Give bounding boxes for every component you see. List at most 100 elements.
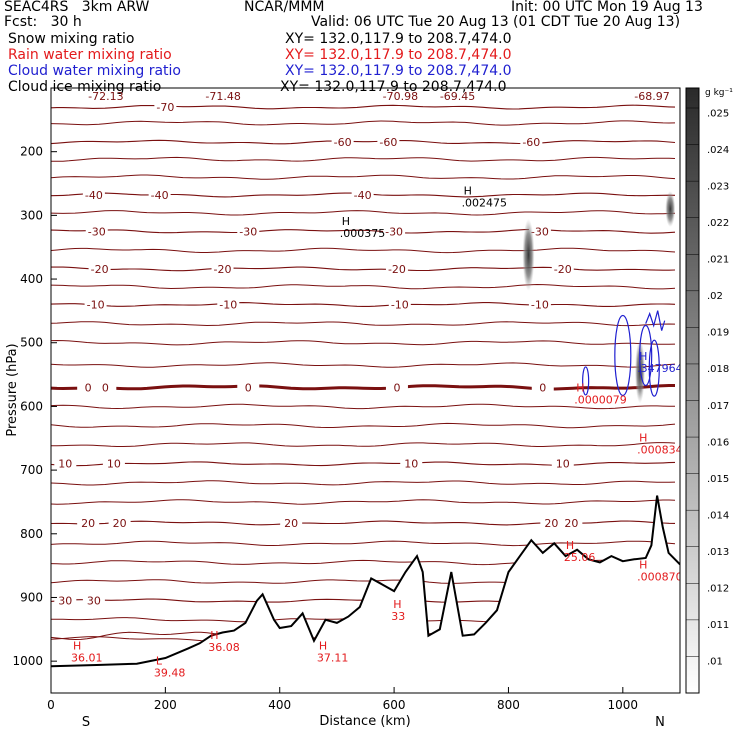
y-tick-label: 600 <box>20 399 43 413</box>
isotherm-label-bg <box>77 515 100 529</box>
hl-value: .0008704 <box>637 571 690 584</box>
colorbar-tick-label: .016 <box>707 437 729 448</box>
isotherm-label-bg <box>94 380 117 394</box>
isotherm-line <box>51 228 676 234</box>
isotherm-label: -20 <box>388 263 406 276</box>
terrain-profile <box>51 495 680 668</box>
isotherm-label-bg <box>102 456 125 470</box>
isotherm-label-bg <box>85 224 108 238</box>
field-xy-snow: XY= 132.0,117.9 to 208.7,474.0 <box>285 31 512 47</box>
header-center-line1: NCAR/MMM <box>244 0 325 15</box>
isotherm-label-bg <box>551 261 574 275</box>
colorbar-tick-label: .013 <box>707 547 729 558</box>
isotherm-label-bg <box>82 593 105 607</box>
colorbar-tick-label: .011 <box>707 620 729 631</box>
y-tick-label: 900 <box>20 590 43 604</box>
hl-marker: H <box>639 559 647 572</box>
hl-value: 36.08 <box>208 641 240 654</box>
isotherm-line <box>51 104 676 110</box>
field-name-rain: Rain water mixing ratio <box>8 47 172 63</box>
hl-marker: L <box>156 654 163 667</box>
colorbar-tick-label: .019 <box>707 328 729 339</box>
isotherm-line-minor <box>51 362 676 368</box>
colorbar-tick-label: .02 <box>707 291 723 302</box>
field-name-cloud-ice: Cloud ice mixing ratio <box>8 79 162 95</box>
isotherm-label: -30 <box>385 225 403 238</box>
header-left-line1: SEAC4RS 3km ARW <box>4 0 150 15</box>
isotherm-label: 20 <box>284 517 298 530</box>
isotherm-label: -30 <box>531 225 549 238</box>
x-axis-label: Distance (km) <box>319 714 410 729</box>
isotherm-label-bg <box>237 224 260 238</box>
isotherm-label-bg <box>84 297 107 311</box>
isotherm-label: -20 <box>554 263 572 276</box>
hl-value: 33 <box>391 610 405 623</box>
top-contour-label: -72.13 <box>88 90 123 103</box>
isotherm-label-bg <box>108 515 131 529</box>
y-tick-label: 500 <box>20 336 43 350</box>
top-contour-label: -71.48 <box>205 90 240 103</box>
hl-marker: H <box>319 640 327 653</box>
isotherm-line <box>51 302 676 307</box>
isotherm-label: -30 <box>88 225 106 238</box>
top-contour-label: -70.98 <box>383 90 418 103</box>
isotherm-label-bg <box>351 187 374 201</box>
isotherm-line-minor <box>51 247 676 254</box>
isotherm-label: -10 <box>87 299 105 312</box>
isotherm-line-minor <box>51 156 676 162</box>
isotherm-label: -70 <box>156 101 174 114</box>
isotherm-label-bg <box>237 380 260 394</box>
colorbar-tick-label: .015 <box>707 474 729 485</box>
isotherm-label-bg <box>82 187 105 201</box>
isotherm-label: 20 <box>544 517 558 530</box>
y-axis-label: Pressure (hPa) <box>5 343 20 436</box>
isotherm-label: -10 <box>219 299 237 312</box>
x-tick-label: 600 <box>383 698 406 712</box>
isotherm-label: -60 <box>334 136 352 149</box>
field-xy-cloud-ice: XY= 132.0,117.9 to 208.7,474.0 <box>280 79 507 95</box>
ice-shading <box>634 339 645 404</box>
isotherm-line <box>51 139 676 145</box>
isotherm-label-bg <box>154 100 177 114</box>
x-tick-label: 1000 <box>608 698 639 712</box>
x-tick-label: 0 <box>47 698 55 712</box>
cloud-water-contour <box>614 314 632 397</box>
isotherm-label: 10 <box>107 458 121 471</box>
hl-value: 39.48 <box>154 666 186 679</box>
ice-shading <box>665 191 676 227</box>
isotherm-label-bg <box>385 261 408 275</box>
y-tick-label: 700 <box>20 463 43 477</box>
isotherm-label-bg <box>520 135 543 149</box>
isotherm-label: 30 <box>58 595 72 608</box>
colorbar-tick-label: .021 <box>707 255 729 266</box>
isotherm-label: 0 <box>102 381 109 394</box>
isotherm-label: 30 <box>87 595 101 608</box>
isotherm-line-minor <box>51 480 676 486</box>
top-contour-label: -68.97 <box>634 90 669 103</box>
isotherm-line-minor <box>51 499 676 505</box>
south-label: S <box>82 715 90 730</box>
hl-value: 25.06 <box>564 551 596 564</box>
isotherm-label: 10 <box>58 458 72 471</box>
isotherm-label-bg <box>531 380 554 394</box>
isotherm-label-bg <box>217 297 240 311</box>
isotherm-label-bg <box>54 593 77 607</box>
isotherm-label-bg <box>560 515 583 529</box>
field-xy-cloud-water: XY= 132.0,117.9 to 208.7,474.0 <box>285 63 512 79</box>
isotherm-label-bg <box>528 224 551 238</box>
hl-value: 37.11 <box>317 652 349 665</box>
y-tick-label: 400 <box>20 272 43 286</box>
isotherm-line-minor <box>51 403 676 410</box>
isotherm-label-bg <box>528 297 551 311</box>
isotherm-line-minor <box>51 442 676 447</box>
isotherm-label: -10 <box>391 299 409 312</box>
colorbar-tick-label: .022 <box>707 218 729 229</box>
isotherm-line <box>51 266 676 272</box>
x-tick-label: 800 <box>497 698 520 712</box>
isotherm-label-bg <box>280 515 303 529</box>
colorbar-tick-label: .017 <box>707 401 729 412</box>
field-name-snow: Snow mixing ratio <box>8 31 135 47</box>
isotherm-label: 0 <box>85 381 92 394</box>
isotherm-label-bg <box>211 261 234 275</box>
